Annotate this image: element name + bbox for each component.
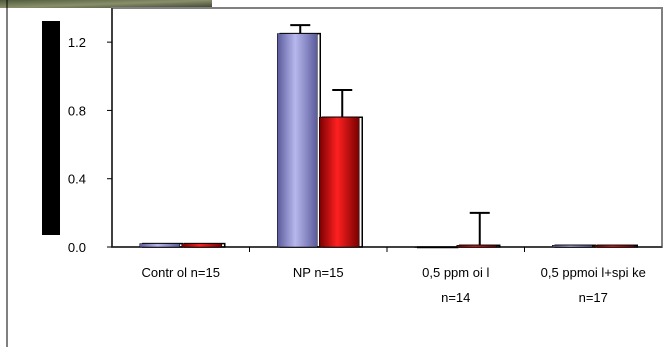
x-category-label: 0,5 ppmoi l+spi ke — [541, 265, 646, 280]
bar — [414, 246, 455, 248]
bar — [319, 117, 360, 248]
x-category-label: 0,5 ppm oi l — [422, 265, 489, 280]
x-axis-labels: Contr ol n=15 NP n=15 0,5 ppm oi l n=14 0,5 … — [142, 265, 646, 305]
y-tick-label: 0.0 — [68, 240, 86, 255]
bar — [181, 243, 222, 248]
x-category-label: n=17 — [579, 290, 608, 305]
y-axis: 0.0 0.4 0.8 1.2 — [68, 8, 662, 255]
bar — [456, 245, 497, 248]
bar — [594, 245, 635, 248]
bar — [277, 33, 318, 248]
bar — [552, 245, 593, 248]
bars — [139, 24, 638, 249]
x-category-label: n=14 — [441, 290, 470, 305]
y-tick-label: 1.2 — [68, 35, 86, 50]
y-tick-label: 0.4 — [68, 172, 86, 187]
x-category-label: Contr ol n=15 — [142, 265, 220, 280]
y-tick-label: 0.8 — [68, 103, 86, 118]
bar — [139, 243, 180, 248]
legend-black-bar — [42, 21, 60, 235]
background-photo-fragment — [0, 0, 212, 8]
plot-frame — [111, 7, 663, 248]
x-category-label: NP n=15 — [293, 265, 344, 280]
